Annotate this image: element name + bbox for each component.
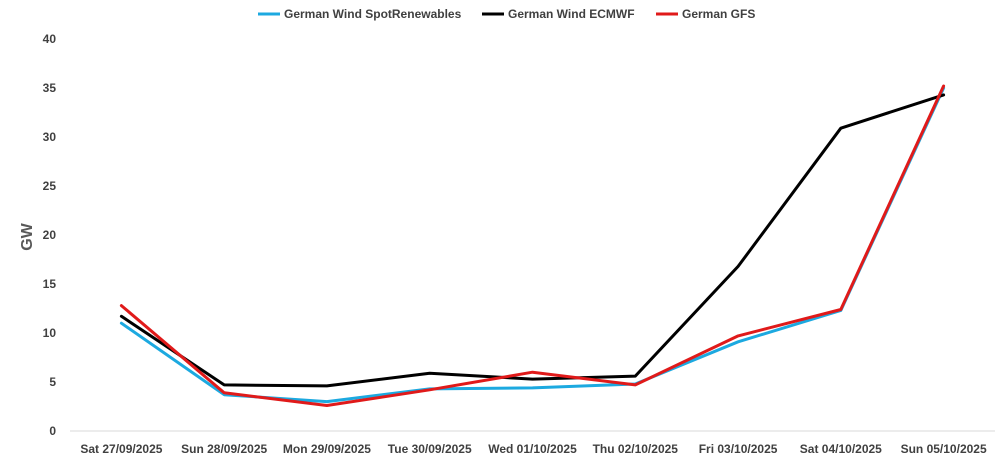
legend: German Wind SpotRenewables German Wind EC… xyxy=(258,7,755,21)
y-tick-label: 30 xyxy=(43,130,57,144)
y-tick-label: 5 xyxy=(49,375,56,389)
x-axis-ticks: Sat 27/09/2025 Sun 28/09/2025 Mon 29/09/20… xyxy=(80,442,987,456)
y-tick-label: 35 xyxy=(43,81,57,95)
x-tick-label: Tue 30/09/2025 xyxy=(388,442,472,456)
y-tick-label: 40 xyxy=(43,32,57,46)
legend-label: German Wind SpotRenewables xyxy=(284,7,462,21)
x-tick-label: Sat 04/10/2025 xyxy=(800,442,882,456)
y-tick-label: 10 xyxy=(43,326,57,340)
x-tick-label: Sat 27/09/2025 xyxy=(80,442,162,456)
x-tick-label: Fri 03/10/2025 xyxy=(699,442,778,456)
legend-label: German GFS xyxy=(682,7,755,21)
x-tick-label: Sun 05/10/2025 xyxy=(901,442,987,456)
y-axis-title: GW xyxy=(19,222,36,250)
x-tick-label: Mon 29/09/2025 xyxy=(283,442,371,456)
y-axis-ticks: 0 5 10 15 20 25 30 35 40 xyxy=(43,32,57,438)
y-tick-label: 0 xyxy=(49,424,56,438)
y-tick-label: 15 xyxy=(43,277,57,291)
series-line-2 xyxy=(119,93,946,388)
x-tick-label: Thu 02/10/2025 xyxy=(593,442,679,456)
series-lines xyxy=(119,84,946,407)
y-tick-label: 20 xyxy=(43,228,57,242)
x-tick-label: Sun 28/09/2025 xyxy=(181,442,267,456)
series-line-3 xyxy=(119,84,946,407)
x-tick-label: Wed 01/10/2025 xyxy=(488,442,577,456)
y-tick-label: 25 xyxy=(43,179,57,193)
legend-label: German Wind ECMWF xyxy=(508,7,635,21)
series-line-1 xyxy=(119,86,946,404)
